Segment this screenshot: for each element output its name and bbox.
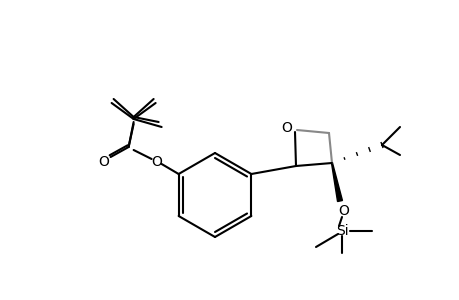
Polygon shape: [331, 163, 341, 202]
Text: O: O: [98, 155, 109, 169]
Text: Si: Si: [335, 224, 347, 238]
Text: O: O: [338, 204, 349, 218]
Text: O: O: [151, 155, 162, 169]
Text: O: O: [281, 121, 292, 135]
